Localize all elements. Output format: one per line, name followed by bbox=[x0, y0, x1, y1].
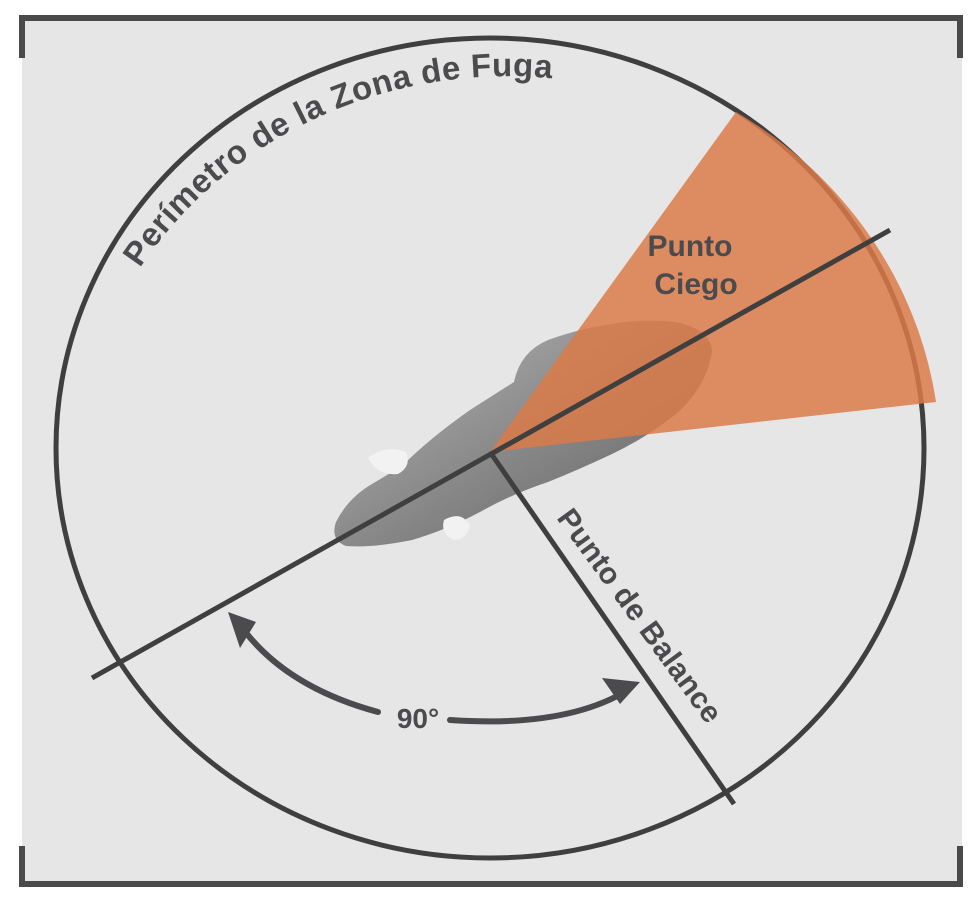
arc-right bbox=[447, 687, 631, 725]
frame-bottom-bracket bbox=[19, 846, 963, 887]
flight-zone-perimeter-ellipse bbox=[53, 35, 927, 861]
blind-spot-sector bbox=[490, 112, 936, 452]
arrowhead-left-icon bbox=[228, 612, 256, 648]
frame-top-bracket bbox=[19, 15, 963, 58]
arc-left bbox=[235, 619, 381, 715]
ear-left-icon bbox=[368, 449, 408, 475]
blind-spot-label-line2: Ciego bbox=[654, 268, 737, 301]
frame-brackets bbox=[19, 15, 963, 887]
ninety-degree-arrow bbox=[235, 619, 631, 725]
blind-spot-label-line1: Punto bbox=[648, 230, 733, 263]
arrowhead-right-icon bbox=[602, 678, 640, 704]
balance-point-line bbox=[487, 450, 737, 806]
ear-right-icon bbox=[443, 516, 470, 540]
angle-label: 90° bbox=[397, 703, 439, 734]
